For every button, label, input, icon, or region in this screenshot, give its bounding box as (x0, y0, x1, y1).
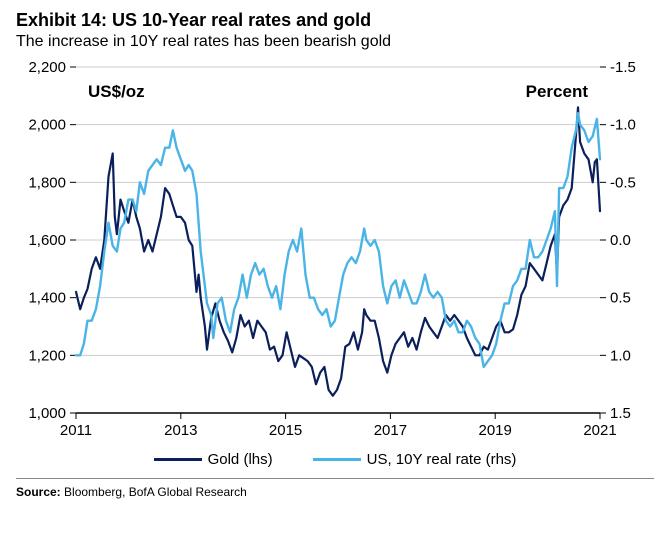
svg-text:2017: 2017 (374, 422, 407, 439)
svg-text:-0.5: -0.5 (610, 174, 636, 191)
svg-text:-1.5: -1.5 (610, 59, 636, 76)
chart-subtitle: The increase in 10Y real rates has been … (16, 33, 654, 51)
legend-swatch-gold (154, 458, 202, 461)
source-text: Bloomberg, BofA Global Research (64, 485, 247, 499)
svg-text:1,600: 1,600 (28, 232, 66, 249)
svg-text:1,000: 1,000 (28, 405, 66, 422)
legend-item-rate: US, 10Y real rate (rhs) (313, 451, 517, 468)
legend-label-rate: US, 10Y real rate (rhs) (367, 451, 517, 468)
exhibit-container: Exhibit 14: US 10-Year real rates and go… (0, 0, 670, 554)
svg-text:0.5: 0.5 (610, 290, 631, 307)
svg-text:0.0: 0.0 (610, 232, 631, 249)
legend: Gold (lhs) US, 10Y real rate (rhs) (16, 451, 654, 468)
legend-swatch-rate (313, 458, 361, 461)
svg-text:2019: 2019 (479, 422, 512, 439)
svg-text:Percent: Percent (526, 82, 589, 101)
svg-text:2013: 2013 (164, 422, 197, 439)
chart-svg: 1,000 1,200 1,400 1,600 1,800 2,000 2,200 -1.5 -… (16, 57, 654, 447)
svg-text:1,800: 1,800 (28, 174, 66, 191)
chart-area: 1,000 1,200 1,400 1,600 1,800 2,000 2,200 -1.5 -… (16, 57, 654, 447)
svg-text:US$/oz: US$/oz (88, 82, 145, 101)
legend-label-gold: Gold (lhs) (208, 451, 273, 468)
svg-text:2,200: 2,200 (28, 59, 66, 76)
legend-item-gold: Gold (lhs) (154, 451, 273, 468)
svg-text:2011: 2011 (60, 422, 92, 439)
chart-title: Exhibit 14: US 10-Year real rates and go… (16, 10, 654, 31)
source-line: Source: Bloomberg, BofA Global Research (16, 478, 654, 499)
svg-text:2021: 2021 (583, 422, 616, 439)
svg-text:2,000: 2,000 (28, 117, 66, 134)
svg-text:-1.0: -1.0 (610, 117, 636, 134)
source-label: Source: (16, 485, 61, 499)
svg-text:2015: 2015 (269, 422, 302, 439)
svg-text:1,200: 1,200 (28, 347, 66, 364)
svg-text:1.0: 1.0 (610, 347, 631, 364)
svg-text:1,400: 1,400 (28, 290, 66, 307)
svg-text:1.5: 1.5 (610, 405, 631, 422)
